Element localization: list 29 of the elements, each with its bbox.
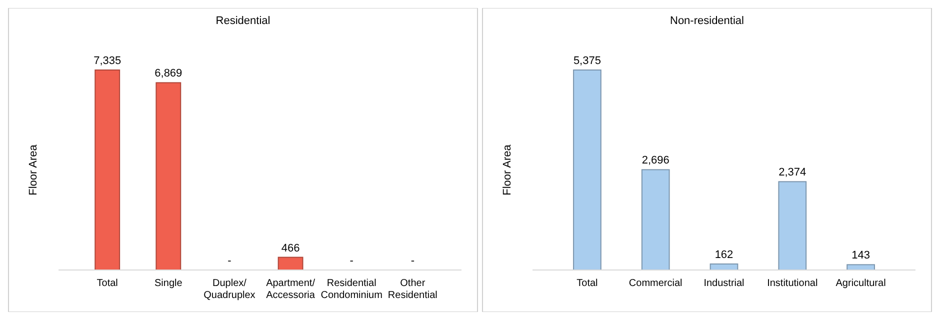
data-label: 2,374 [778, 166, 806, 179]
x-tick-label: Industrial [704, 278, 744, 289]
data-label: 162 [714, 248, 734, 261]
data-label: 466 [281, 242, 300, 254]
bar [573, 70, 602, 270]
data-label: 6,869 [154, 68, 182, 80]
x-tick-label: Other Residential [388, 278, 438, 301]
data-label: 7,335 [94, 55, 122, 67]
x-tick-label: Single [154, 278, 183, 289]
bar [641, 169, 670, 270]
x-tick-label: Total [96, 278, 118, 289]
x-tick-label: Duplex/ Quadruplex [204, 278, 256, 301]
x-tick-label: Total [576, 278, 598, 289]
x-tick-label: Agricultural [836, 278, 886, 289]
x-tick-label: Commercial [628, 278, 682, 289]
data-label: - [410, 255, 415, 267]
data-label: - [228, 255, 232, 267]
data-label: 143 [852, 250, 870, 262]
chart-title: Non-residential [670, 15, 744, 27]
y-axis-title: Floor Area [502, 144, 514, 196]
bar [778, 181, 807, 270]
chart-title: Residential [216, 15, 270, 27]
data-label: 5,375 [573, 55, 601, 67]
x-tick-label: Institutional [767, 278, 818, 289]
x-tick-label: Residential Condominium [320, 278, 382, 301]
y-axis-title: Floor Area [28, 144, 40, 196]
data-label: 2,696 [642, 154, 670, 167]
data-label: - [350, 255, 354, 267]
x-tick-label: Apartment/ Accessoria [266, 278, 316, 301]
